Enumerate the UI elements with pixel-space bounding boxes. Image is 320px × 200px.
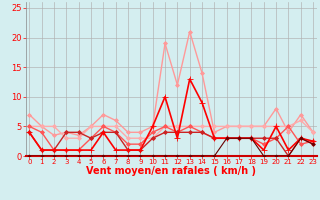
X-axis label: Vent moyen/en rafales ( km/h ): Vent moyen/en rafales ( km/h ) (86, 166, 256, 176)
